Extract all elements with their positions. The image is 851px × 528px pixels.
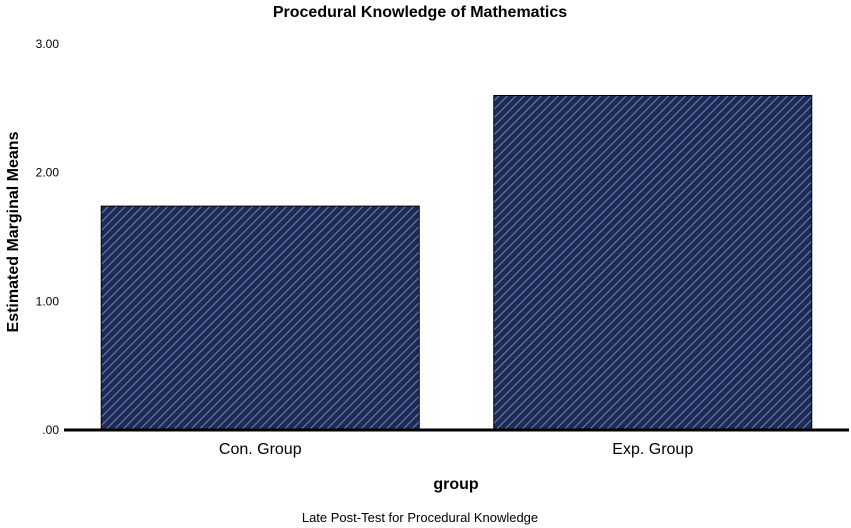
y-tick-label: 1.00 (36, 294, 60, 308)
y-axis-ticks: .00 1.00 2.00 3.00 (36, 37, 60, 437)
bar-con-group (100, 205, 420, 431)
bars (100, 94, 813, 431)
bar-exp-group (493, 94, 813, 431)
x-axis-category-labels: Con. Group Exp. Group (219, 441, 693, 458)
x-axis-title: group (433, 476, 479, 493)
y-tick-label: .00 (42, 423, 59, 437)
chart-title: Procedural Knowledge of Mathematics (273, 4, 567, 21)
y-tick-label: 2.00 (36, 166, 60, 180)
y-axis-title: Estimated Marginal Means (5, 131, 22, 332)
x-tick-label: Exp. Group (612, 441, 693, 458)
chart-footnote: Late Post-Test for Procedural Knowledge (302, 510, 538, 525)
y-tick-label: 3.00 (36, 37, 60, 51)
x-tick-label: Con. Group (219, 441, 302, 458)
